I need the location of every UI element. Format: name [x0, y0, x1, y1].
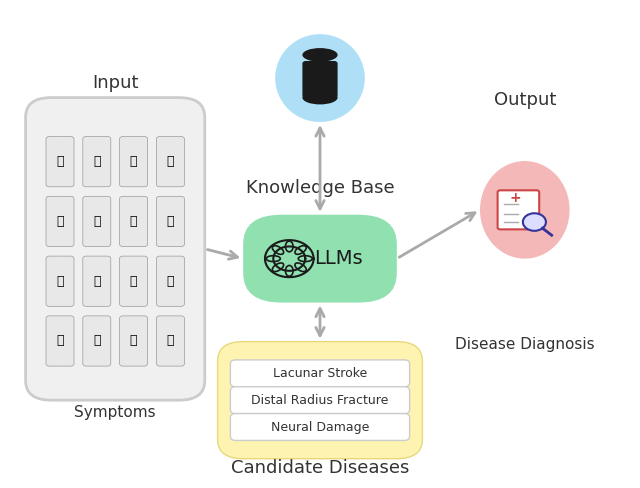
- Text: LLMs: LLMs: [314, 249, 363, 268]
- Ellipse shape: [302, 48, 338, 62]
- Text: 🧍: 🧍: [56, 155, 64, 168]
- FancyBboxPatch shape: [156, 316, 184, 366]
- Text: Candidate Diseases: Candidate Diseases: [231, 460, 409, 477]
- Text: Distal Radius Fracture: Distal Radius Fracture: [252, 394, 388, 407]
- FancyBboxPatch shape: [156, 256, 184, 306]
- FancyBboxPatch shape: [83, 196, 111, 246]
- Text: 🧍: 🧍: [130, 275, 138, 288]
- Text: 🧍: 🧍: [130, 155, 138, 168]
- FancyBboxPatch shape: [46, 256, 74, 306]
- Text: Disease Diagnosis: Disease Diagnosis: [455, 337, 595, 351]
- FancyBboxPatch shape: [46, 137, 74, 187]
- Text: 🧍: 🧍: [93, 275, 100, 288]
- FancyBboxPatch shape: [120, 137, 148, 187]
- Text: 🧍: 🧍: [166, 155, 174, 168]
- Text: Output: Output: [493, 91, 556, 109]
- Text: 🧍: 🧍: [56, 334, 64, 347]
- Ellipse shape: [302, 91, 338, 104]
- FancyBboxPatch shape: [230, 360, 410, 386]
- Text: Knowledge Base: Knowledge Base: [246, 179, 394, 197]
- Text: 🧍: 🧍: [166, 275, 174, 288]
- FancyBboxPatch shape: [498, 190, 540, 229]
- Ellipse shape: [480, 161, 570, 259]
- Text: Lacunar Stroke: Lacunar Stroke: [273, 367, 367, 380]
- Text: 🧍: 🧍: [93, 334, 100, 347]
- FancyBboxPatch shape: [243, 215, 397, 303]
- FancyBboxPatch shape: [230, 413, 410, 440]
- Text: 🧍: 🧍: [93, 215, 100, 228]
- FancyBboxPatch shape: [46, 316, 74, 366]
- Text: Input: Input: [92, 74, 138, 92]
- Text: 🧍: 🧍: [56, 215, 64, 228]
- Text: 🧍: 🧍: [130, 334, 138, 347]
- FancyBboxPatch shape: [120, 256, 148, 306]
- Text: 🧍: 🧍: [93, 155, 100, 168]
- FancyBboxPatch shape: [120, 316, 148, 366]
- FancyBboxPatch shape: [46, 196, 74, 246]
- FancyBboxPatch shape: [156, 137, 184, 187]
- Ellipse shape: [275, 34, 365, 122]
- FancyBboxPatch shape: [83, 256, 111, 306]
- Text: 🧍: 🧍: [166, 334, 174, 347]
- Text: 🧍: 🧍: [130, 215, 138, 228]
- FancyBboxPatch shape: [218, 342, 422, 459]
- FancyBboxPatch shape: [26, 98, 205, 400]
- FancyBboxPatch shape: [83, 316, 111, 366]
- FancyBboxPatch shape: [302, 61, 338, 98]
- FancyBboxPatch shape: [83, 137, 111, 187]
- Text: Neural Damage: Neural Damage: [271, 421, 369, 433]
- Text: +: +: [509, 191, 521, 204]
- Text: Symptoms: Symptoms: [74, 405, 156, 420]
- FancyBboxPatch shape: [120, 196, 148, 246]
- Text: 🧍: 🧍: [166, 215, 174, 228]
- Circle shape: [523, 213, 546, 231]
- Text: 🧍: 🧍: [56, 275, 64, 288]
- FancyBboxPatch shape: [156, 196, 184, 246]
- FancyBboxPatch shape: [230, 386, 410, 413]
